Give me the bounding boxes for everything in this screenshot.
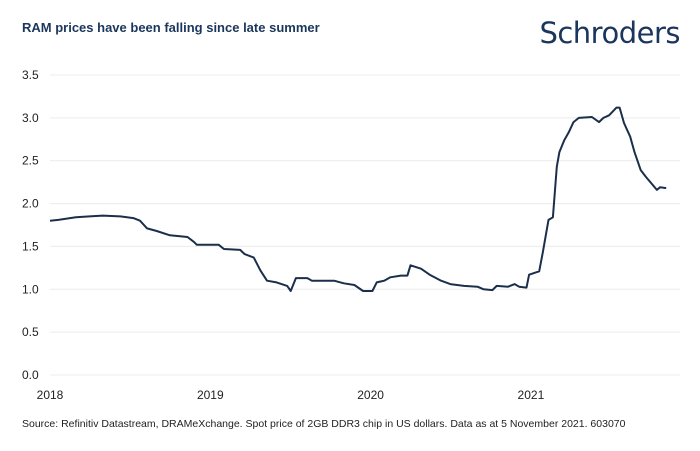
y-tick-label: 0.0 xyxy=(22,368,39,382)
price-line xyxy=(49,106,667,292)
y-tick-label: 0.5 xyxy=(22,325,39,339)
x-tick-label: 2018 xyxy=(37,388,64,402)
y-tick-label: 2.5 xyxy=(22,154,39,168)
x-tick-label: 2021 xyxy=(518,388,545,402)
chart-title: RAM prices have been falling since late … xyxy=(22,20,320,35)
y-tick-label: 2.0 xyxy=(22,197,39,211)
x-tick-label: 2020 xyxy=(357,388,384,402)
y-tick-label: 1.5 xyxy=(22,239,39,253)
x-tick-label: 2019 xyxy=(197,388,224,402)
source-note: Source: Refinitiv Datastream, DRAMeXchan… xyxy=(22,418,626,430)
schroders-logo: Schroders xyxy=(539,16,680,50)
y-tick-label: 1.0 xyxy=(22,282,39,296)
y-tick-label: 3.0 xyxy=(22,111,39,125)
y-tick-label: 3.5 xyxy=(22,68,39,82)
